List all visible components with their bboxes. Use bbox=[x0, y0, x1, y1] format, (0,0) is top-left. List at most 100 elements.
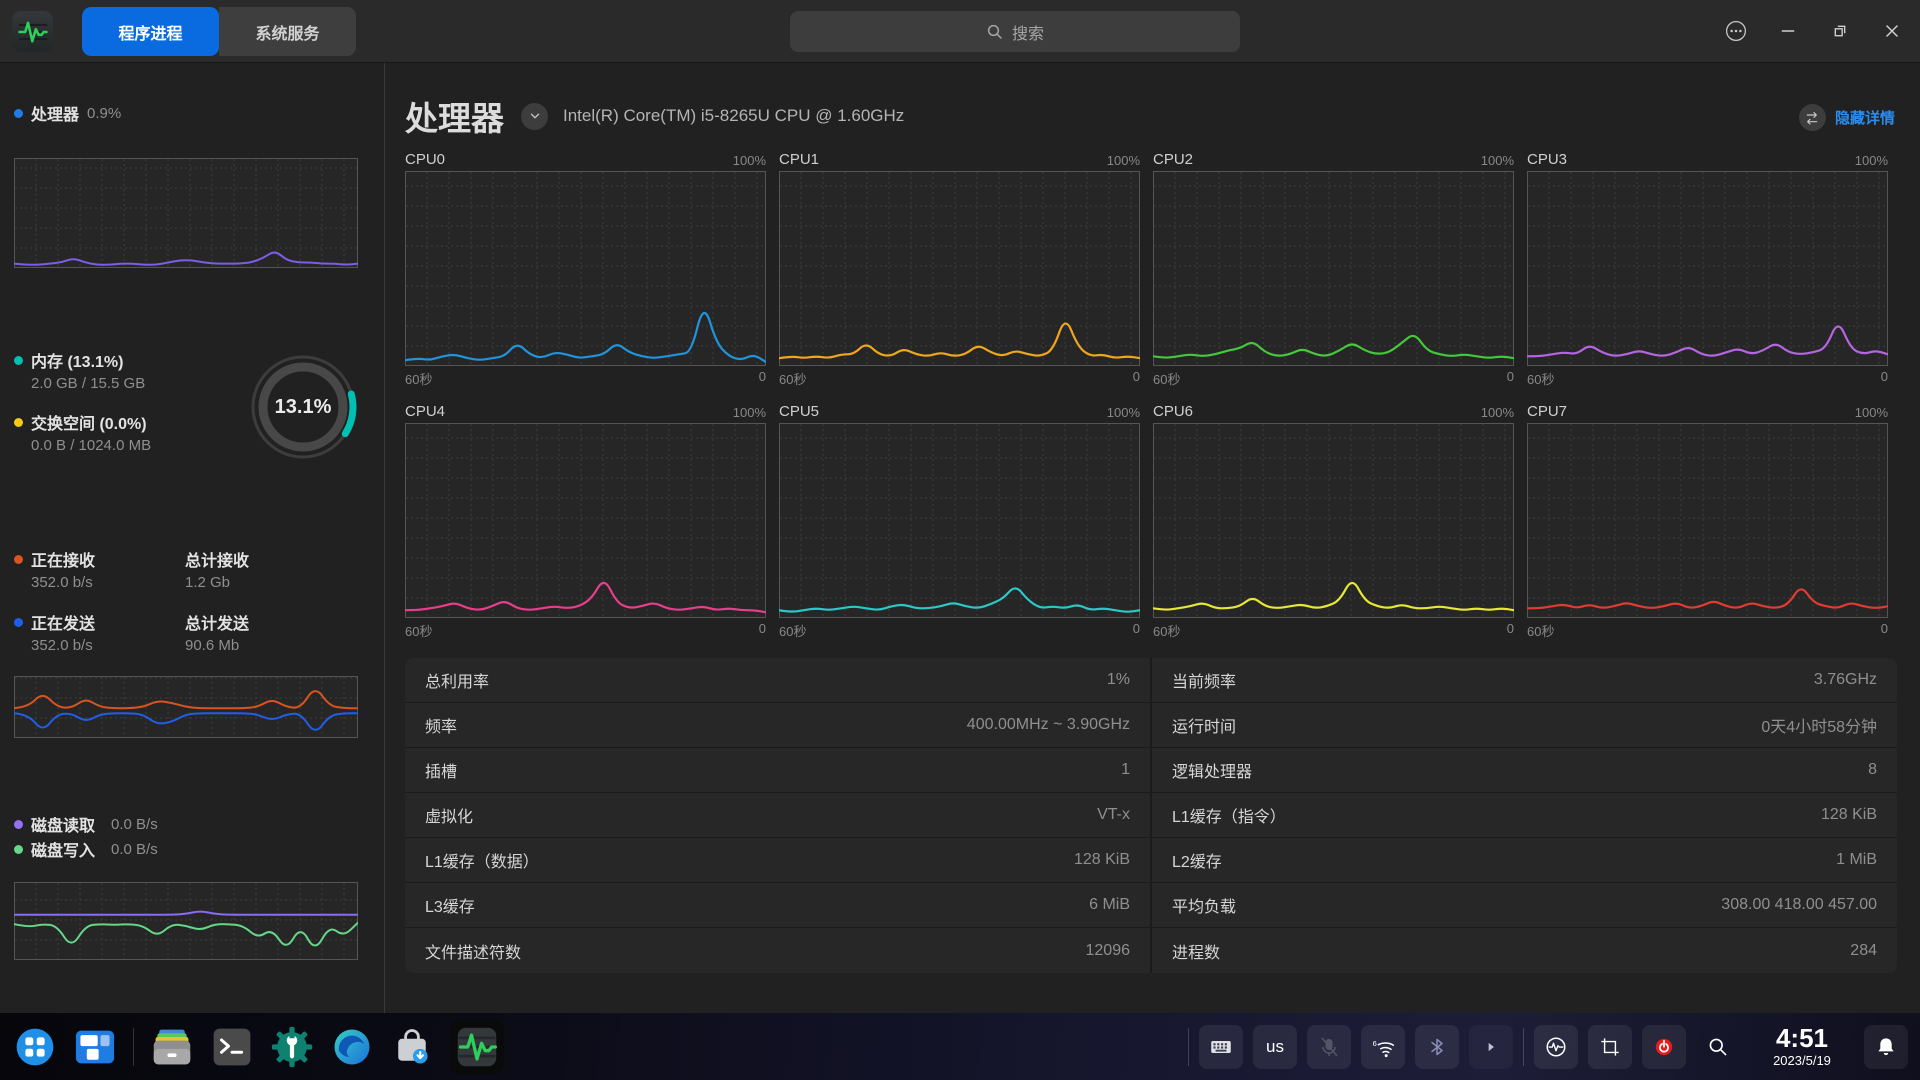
inactive-tray-button[interactable] bbox=[1307, 1024, 1351, 1069]
hide-details-button[interactable]: 隐藏详情 bbox=[1798, 104, 1895, 131]
keyboard-layout-label: us bbox=[1266, 1036, 1284, 1056]
cpu0-chart bbox=[405, 171, 766, 366]
recv-total: 1.2 Gb bbox=[185, 574, 231, 591]
cpu3-chart bbox=[1527, 171, 1888, 366]
app-store-icon bbox=[398, 1028, 428, 1063]
terminal-button[interactable] bbox=[210, 1025, 254, 1069]
tray-separator bbox=[1523, 1027, 1524, 1066]
memory-detail: 2.0 GB / 15.5 GB bbox=[31, 375, 146, 392]
disk-read-bullet-icon bbox=[14, 819, 23, 829]
browser-button[interactable] bbox=[330, 1025, 374, 1069]
cpu4-chart bbox=[405, 423, 766, 618]
cpu2-chart bbox=[1153, 171, 1514, 366]
info-label: L2缓存 bbox=[1172, 854, 1222, 871]
tray-expand-button[interactable] bbox=[1469, 1024, 1513, 1069]
clock-date: 2023/5/19 bbox=[1773, 1053, 1831, 1069]
minimize-button[interactable] bbox=[1770, 13, 1806, 49]
table-row: L3缓存 6 MiB bbox=[405, 883, 1150, 928]
cpu7-chart bbox=[1527, 423, 1888, 618]
notification-center-button[interactable] bbox=[1864, 1024, 1908, 1069]
screenshot-crop-icon bbox=[1601, 1037, 1619, 1056]
main-header: 处理器 Intel(R) Core(TM) i5-8265U CPU @ 1.6… bbox=[405, 93, 904, 139]
monitor-waveform-icon bbox=[1546, 1037, 1566, 1056]
info-column-left: 总利用率 1% 频率 400.00MHz ~ 3.90GHz 插槽 1 虚拟化 VT-x… bbox=[405, 658, 1150, 973]
info-label: 逻辑处理器 bbox=[1172, 764, 1253, 781]
disk-write-label: 磁盘写入 bbox=[31, 843, 96, 860]
cpu2-panel: CPU2 100% 60秒 0 bbox=[1153, 148, 1514, 387]
mode-tabs: 程序进程 系统服务 bbox=[82, 7, 356, 56]
close-button[interactable] bbox=[1874, 13, 1910, 49]
cpu7-xright: 0 bbox=[1880, 621, 1888, 636]
cpu1-ymax: 100% bbox=[1106, 153, 1140, 168]
window-controls bbox=[1718, 13, 1910, 49]
cpu5-ymax: 100% bbox=[1106, 405, 1140, 420]
memory-label: 内存 (13.1%) bbox=[31, 354, 124, 371]
cpu4-xright: 0 bbox=[758, 621, 766, 636]
taskbar-apps bbox=[0, 1019, 504, 1074]
info-label: 文件描述符数 bbox=[425, 944, 522, 962]
cpu4-ymax: 100% bbox=[732, 405, 766, 420]
recv-rate: 352.0 b/s bbox=[31, 574, 93, 591]
cpu0-label: CPU0 bbox=[405, 151, 446, 168]
system-monitor-app-icon bbox=[457, 1027, 497, 1066]
file-manager-button[interactable] bbox=[150, 1025, 194, 1069]
cpu3-panel: CPU3 100% 60秒 0 bbox=[1527, 148, 1888, 387]
info-value: 1 MiB bbox=[1836, 851, 1877, 868]
tab-services[interactable]: 系统服务 bbox=[219, 7, 356, 56]
power-icon bbox=[1655, 1038, 1673, 1055]
sidebar: 处理器 0.9% 内存 (13.1%) 2.0 GB / 15.5 GB 交换空… bbox=[0, 63, 385, 1013]
options-menu-button[interactable] bbox=[1718, 13, 1754, 49]
cpu3-xright: 0 bbox=[1880, 369, 1888, 384]
launcher-button[interactable] bbox=[13, 1025, 57, 1069]
info-value: 128 KiB bbox=[1073, 851, 1130, 868]
wifi-button[interactable]: 6 bbox=[1361, 1024, 1405, 1069]
shutdown-button[interactable] bbox=[1642, 1024, 1686, 1069]
info-label: 运行时间 bbox=[1172, 719, 1237, 736]
info-value: 3.76GHz bbox=[1813, 671, 1877, 688]
onscreen-keyboard-button[interactable] bbox=[1199, 1024, 1243, 1069]
control-center-button[interactable] bbox=[270, 1025, 314, 1069]
info-value: 0天4小时58分钟 bbox=[1761, 719, 1877, 736]
multitasking-view-button[interactable] bbox=[73, 1025, 117, 1069]
sidebar-network-chart bbox=[14, 676, 358, 738]
info-value: 284 bbox=[1850, 941, 1877, 959]
search-tray-button[interactable] bbox=[1696, 1025, 1740, 1069]
search-input[interactable]: 搜索 bbox=[790, 11, 1240, 52]
info-value: 12096 bbox=[1085, 941, 1131, 959]
disk-read-label: 磁盘读取 bbox=[31, 818, 96, 835]
sidebar-cpu-chart bbox=[14, 158, 358, 268]
table-row: 插槽 1 bbox=[405, 748, 1150, 793]
clock[interactable]: 4:51 2023/5/19 bbox=[1750, 1024, 1854, 1069]
settings-gear-icon bbox=[271, 1026, 313, 1067]
screenshot-button[interactable] bbox=[1588, 1024, 1632, 1069]
terminal-icon bbox=[213, 1028, 251, 1065]
info-label: 平均负载 bbox=[1172, 899, 1237, 916]
cpu3-label: CPU3 bbox=[1527, 151, 1568, 168]
info-label: 进程数 bbox=[1172, 944, 1221, 962]
send-bullet-icon bbox=[14, 617, 23, 627]
send-total-label: 总计发送 bbox=[185, 616, 250, 633]
send-rate: 352.0 b/s bbox=[31, 637, 93, 654]
cpu1-panel: CPU1 100% 60秒 0 bbox=[779, 148, 1140, 387]
cpu6-panel: CPU6 100% 60秒 0 bbox=[1153, 400, 1514, 639]
keyboard-layout-button[interactable]: us bbox=[1253, 1024, 1297, 1069]
bluetooth-button[interactable] bbox=[1415, 1024, 1459, 1069]
chevron-down-icon bbox=[530, 113, 539, 119]
system-monitor-tray-button[interactable] bbox=[1534, 1024, 1578, 1069]
restore-icon bbox=[1834, 25, 1846, 37]
table-row: 逻辑处理器 8 bbox=[1152, 748, 1897, 793]
cpu4-xleft: 60秒 bbox=[405, 624, 433, 639]
cpu6-chart bbox=[1153, 423, 1514, 618]
tab-processes[interactable]: 程序进程 bbox=[82, 7, 219, 56]
info-label: 总利用率 bbox=[425, 674, 490, 691]
system-monitor-active-app[interactable] bbox=[450, 1019, 504, 1074]
app-store-button[interactable] bbox=[390, 1025, 434, 1069]
table-row: L1缓存（指令） 128 KiB bbox=[1152, 793, 1897, 838]
restore-button[interactable] bbox=[1822, 13, 1858, 49]
muted-device-icon bbox=[1321, 1037, 1338, 1056]
cpu0-xleft: 60秒 bbox=[405, 372, 433, 387]
device-dropdown-button[interactable] bbox=[521, 102, 548, 130]
cpu5-label: CPU5 bbox=[779, 403, 820, 420]
swap-label: 交换空间 (0.0%) bbox=[31, 416, 147, 433]
